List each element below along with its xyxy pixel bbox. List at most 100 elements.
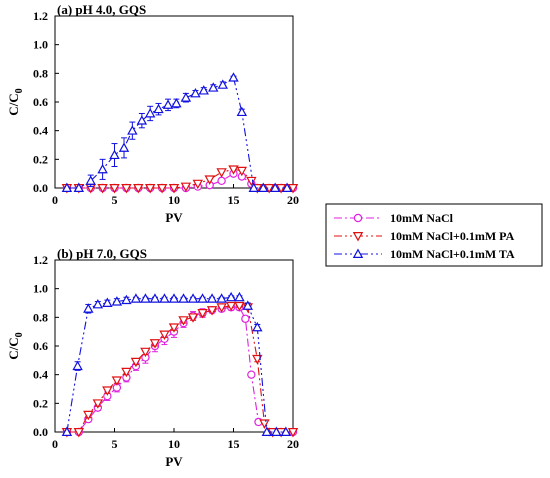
x-tick-label: 10 bbox=[168, 193, 180, 207]
data-point bbox=[97, 163, 108, 174]
chart-panel-0: (a) pH 4.0, GQS 0.0 0.2 0.4 0.6 0.8 1.0 1.2 0 5 10… bbox=[6, 2, 299, 225]
y-axis-label-sub: 0 bbox=[14, 88, 25, 93]
data-point bbox=[241, 314, 250, 323]
x-axis-label: PV bbox=[165, 454, 183, 469]
plot-frame bbox=[54, 259, 294, 433]
data-point bbox=[217, 176, 226, 186]
data-point bbox=[72, 360, 83, 371]
data-point bbox=[216, 293, 227, 303]
data-point bbox=[269, 182, 281, 192]
y-tick-label: 1.2 bbox=[33, 9, 48, 23]
data-point bbox=[198, 85, 209, 95]
legend-entry: 10mM NaCl bbox=[334, 211, 454, 225]
data-point bbox=[228, 165, 239, 175]
data-point bbox=[225, 291, 237, 302]
y-tick-label: 0.0 bbox=[33, 181, 48, 195]
y-axis-label: C/C0 bbox=[6, 88, 25, 115]
y-tick-label: 0.8 bbox=[33, 66, 48, 80]
data-point bbox=[187, 313, 199, 323]
x-tick-label: 0 bbox=[52, 193, 58, 207]
y-tick-label: 1.0 bbox=[33, 282, 48, 296]
y-axis-label-main: C/C bbox=[6, 337, 21, 359]
data-point bbox=[130, 357, 142, 368]
data-point bbox=[197, 293, 208, 303]
x-tick-label: 15 bbox=[228, 437, 240, 451]
data-point bbox=[144, 108, 156, 118]
data-point bbox=[121, 367, 132, 378]
data-point bbox=[111, 376, 123, 386]
legend-marker bbox=[353, 213, 363, 223]
data-point bbox=[92, 399, 104, 409]
data-point bbox=[234, 301, 245, 312]
y-axis-label-sub: 0 bbox=[14, 332, 25, 337]
data-point bbox=[153, 103, 164, 114]
series-2 bbox=[61, 72, 293, 192]
data-point bbox=[159, 330, 170, 340]
data-point bbox=[140, 293, 151, 303]
y-tick-label: 0.4 bbox=[33, 368, 48, 382]
data-point bbox=[242, 300, 253, 310]
data-point bbox=[259, 419, 270, 429]
y-tick-label: 0.6 bbox=[33, 339, 48, 353]
x-tick-label: 5 bbox=[112, 193, 118, 207]
data-point bbox=[178, 316, 189, 326]
y-axis-label-main: C/C bbox=[6, 93, 21, 115]
y-tick-label: 0.6 bbox=[33, 95, 48, 109]
data-point bbox=[261, 426, 273, 436]
chart-title: (b) pH 7.0, GQS bbox=[57, 246, 147, 261]
legend-entry: 10mM NaCl+0.1mM TA bbox=[334, 247, 515, 261]
data-point bbox=[228, 72, 239, 82]
data-point bbox=[127, 125, 138, 135]
data-point bbox=[92, 298, 104, 309]
y-tick-label: 1.2 bbox=[33, 253, 48, 267]
data-point bbox=[118, 142, 130, 152]
data-point bbox=[171, 97, 182, 108]
data-point bbox=[97, 184, 108, 194]
data-point bbox=[216, 303, 227, 313]
data-point bbox=[144, 184, 156, 194]
data-point bbox=[252, 321, 263, 332]
series-line bbox=[66, 296, 286, 433]
x-axis-label: PV bbox=[165, 210, 183, 225]
data-point bbox=[287, 428, 299, 438]
data-point bbox=[109, 149, 120, 160]
data-point bbox=[149, 293, 161, 303]
data-point bbox=[271, 426, 282, 436]
x-tick-label: 20 bbox=[287, 193, 299, 207]
data-point bbox=[83, 303, 94, 313]
data-point bbox=[287, 184, 299, 194]
data-point bbox=[192, 179, 204, 190]
data-point bbox=[73, 182, 85, 192]
data-point bbox=[280, 426, 292, 436]
data-point bbox=[281, 182, 293, 192]
data-point bbox=[248, 182, 259, 192]
data-point bbox=[247, 370, 256, 379]
data-point bbox=[140, 347, 151, 358]
data-point bbox=[236, 106, 248, 117]
y-tick-label: 0.2 bbox=[33, 152, 48, 166]
data-point bbox=[217, 79, 229, 89]
data-point bbox=[121, 184, 132, 194]
data-point bbox=[258, 182, 269, 192]
y-tick-label: 0.0 bbox=[33, 425, 48, 439]
data-point bbox=[234, 291, 245, 302]
legend-label: 10mM NaCl+0.1mM TA bbox=[390, 247, 515, 261]
data-point bbox=[61, 182, 73, 192]
data-point bbox=[180, 182, 192, 193]
y-tick-label: 0.8 bbox=[33, 310, 48, 324]
data-point bbox=[85, 175, 96, 185]
data-point bbox=[102, 297, 113, 307]
legend: 10mM NaCl 10mM NaCl+0.1mM PA 10mM NaCl+0.1… bbox=[325, 203, 543, 267]
data-point bbox=[187, 293, 199, 303]
data-point bbox=[109, 184, 120, 194]
data-point bbox=[180, 92, 192, 102]
legend-box bbox=[325, 203, 543, 267]
data-point bbox=[149, 339, 161, 349]
y-tick-label: 0.4 bbox=[33, 124, 48, 138]
data-point bbox=[168, 184, 180, 194]
data-point bbox=[236, 166, 248, 177]
chart-title: (a) pH 4.0, GQS bbox=[57, 2, 146, 17]
data-point bbox=[156, 184, 168, 194]
data-point bbox=[102, 386, 113, 396]
